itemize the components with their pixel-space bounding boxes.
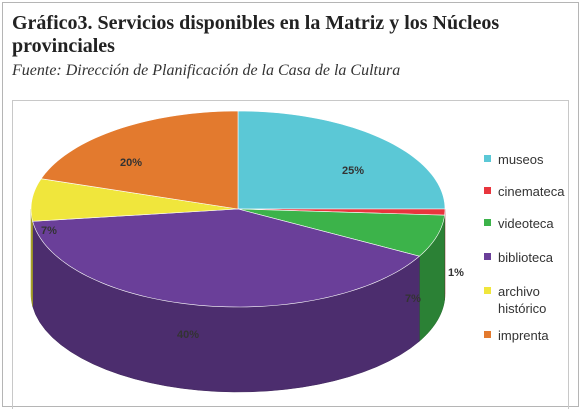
data-label: 7% — [405, 293, 421, 305]
legend-label: videoteca — [498, 216, 554, 231]
legend-item: biblioteca — [484, 249, 568, 266]
legend-swatch — [484, 331, 491, 338]
legend-item: videoteca — [484, 215, 568, 232]
legend-swatch — [484, 219, 491, 226]
legend-item: cinemateca — [484, 183, 568, 200]
source: Fuente: Dirección de Planificación de la… — [12, 62, 401, 79]
legend-label: museos — [498, 152, 544, 167]
legend-item: imprenta — [484, 327, 568, 344]
pie-side — [30, 208, 33, 307]
title: Gráfico3. Servicios disponibles en la Ma… — [12, 12, 500, 57]
data-label: 1% — [448, 267, 464, 279]
data-label: 40% — [177, 329, 199, 341]
data-label: 25% — [342, 165, 364, 177]
legend-label: archivo histórico — [498, 284, 547, 316]
legend-label: imprenta — [498, 328, 549, 343]
legend-swatch — [484, 155, 491, 162]
legend-swatch — [484, 187, 491, 194]
legend-item: museos — [484, 151, 568, 168]
chart-box: 25% 1% 7% 40% 7% 20% museos cinemateca videotec… — [12, 100, 569, 409]
pie-slice — [237, 208, 445, 257]
chart: 25% 1% 7% 40% 7% 20% — [30, 110, 464, 393]
legend-item: archivo histórico — [484, 283, 568, 317]
pie-slice — [30, 178, 239, 222]
legend-swatch — [484, 287, 491, 294]
data-label: 20% — [120, 157, 142, 169]
legend-swatch — [484, 253, 491, 260]
pie-tops — [30, 110, 446, 308]
legend-label: cinemateca — [498, 184, 565, 199]
pie-slice — [237, 110, 446, 210]
legend-label: biblioteca — [498, 250, 553, 265]
pie-slice — [40, 110, 239, 210]
data-label: 7% — [41, 225, 57, 237]
pie-slice — [32, 208, 421, 308]
